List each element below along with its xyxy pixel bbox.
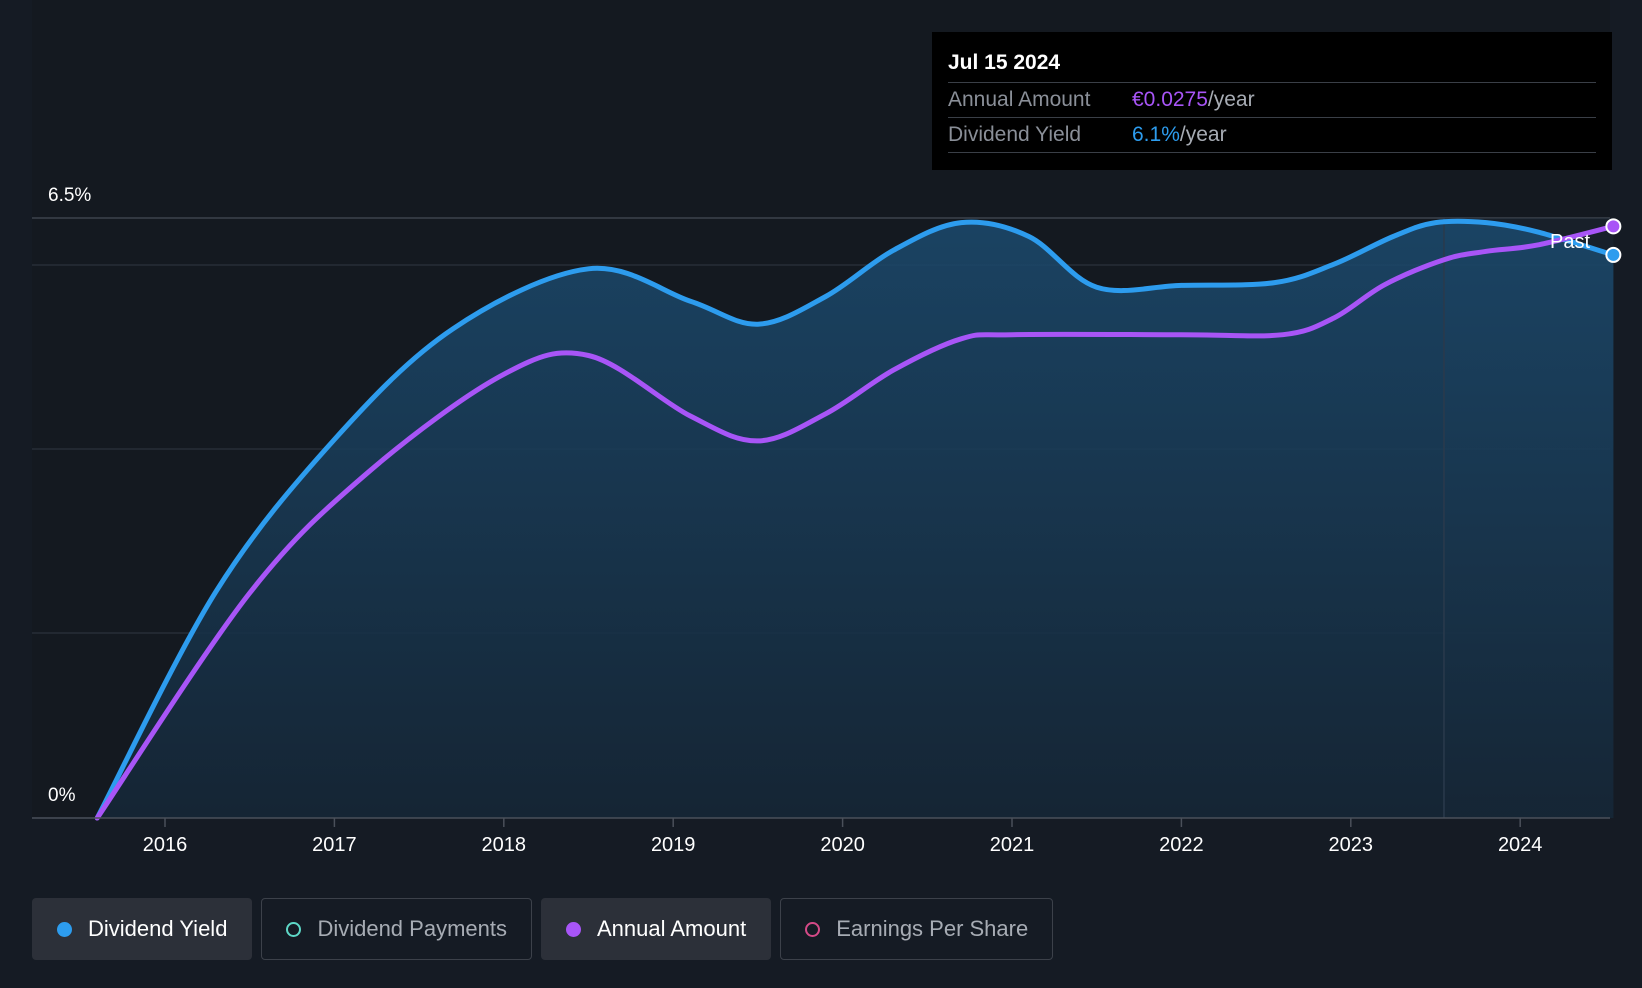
legend-annual-amount-button[interactable]: Annual Amount xyxy=(540,898,772,960)
tooltip-row-dividend-yield: Dividend Yield 6.1%/year xyxy=(948,118,1596,153)
tooltip-value: 6.1%/year xyxy=(1132,123,1227,146)
legend-dividend-yield-button[interactable]: Dividend Yield xyxy=(32,898,253,960)
filled-circle-icon xyxy=(57,921,72,937)
dividend-yield-line xyxy=(94,218,1616,821)
x-tick-label: 2017 xyxy=(312,834,357,856)
y-tick-label-top: 6.5% xyxy=(48,185,91,206)
tooltip-date: Jul 15 2024 xyxy=(948,48,1596,83)
x-tick-label: 2022 xyxy=(1159,834,1204,856)
legend-dividend-payments-button[interactable]: Dividend Payments xyxy=(261,898,532,960)
tooltip-label: Annual Amount xyxy=(948,88,1091,111)
dividend-yield-area xyxy=(97,221,1614,818)
legend-label: Earnings Per Share xyxy=(836,916,1029,941)
tooltip: Jul 15 2024 Annual Amount €0.0275/year D… xyxy=(932,32,1612,170)
x-axis-ticks: 2016 2017 2018 2019 2020 2021 2022 2023 2024 xyxy=(143,818,1543,856)
tooltip-value: €0.0275/year xyxy=(1132,88,1255,111)
legend-label: Annual Amount xyxy=(596,916,747,941)
dividend-yield-end-marker xyxy=(1605,246,1622,263)
hollow-circle-icon xyxy=(805,921,821,937)
legend-label: Dividend Yield xyxy=(88,916,228,941)
annual-amount-line xyxy=(94,223,1616,821)
tooltip-label: Dividend Yield xyxy=(948,123,1082,146)
annual-amount-end-marker xyxy=(1605,218,1622,235)
past-label: Past xyxy=(1550,231,1590,253)
x-tick-label: 2016 xyxy=(143,834,188,856)
legend-earnings-per-share-button[interactable]: Earnings Per Share xyxy=(780,898,1054,960)
tooltip-row-annual-amount: Annual Amount €0.0275/year xyxy=(948,83,1596,118)
filled-circle-icon xyxy=(565,921,581,937)
x-tick-label: 2018 xyxy=(482,834,527,856)
x-tick-label: 2019 xyxy=(651,834,696,856)
x-tick-label: 2021 xyxy=(990,834,1035,856)
legend-label: Dividend Payments xyxy=(317,916,507,941)
x-tick-label: 2024 xyxy=(1498,834,1543,856)
legend: Dividend Yield Dividend Payments Annual … xyxy=(32,898,1054,960)
y-tick-label-bottom: 0% xyxy=(48,785,76,806)
x-tick-label: 2023 xyxy=(1329,834,1374,856)
x-tick-label: 2020 xyxy=(820,834,865,856)
hollow-circle-icon xyxy=(286,921,302,937)
